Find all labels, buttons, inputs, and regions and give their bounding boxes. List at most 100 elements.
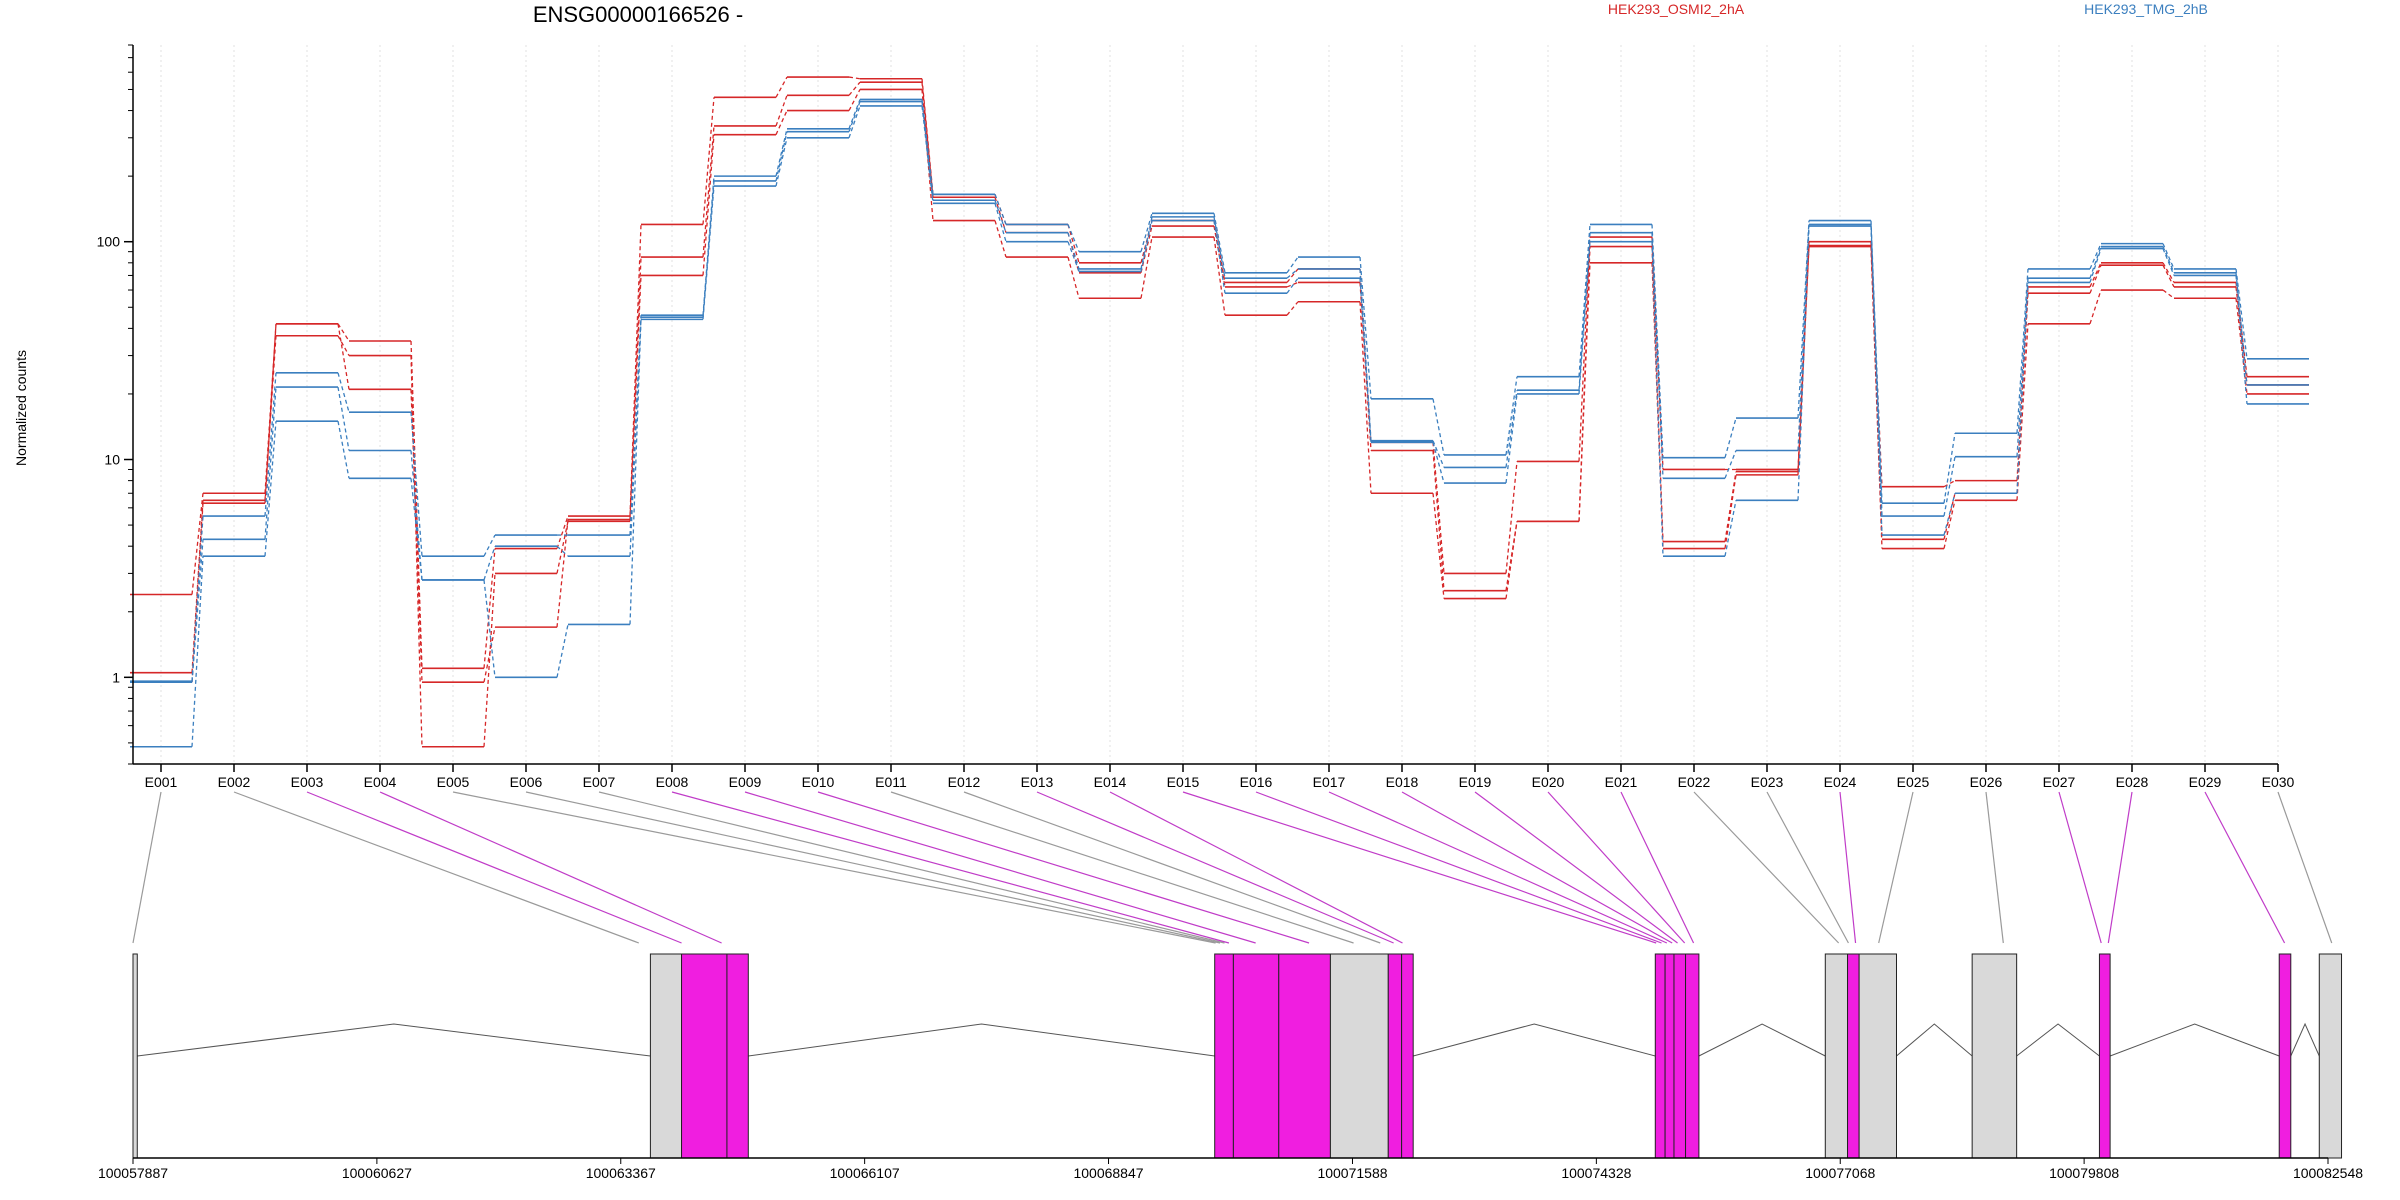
series-1-connector-e009 [775, 95, 788, 127]
link-e004 [379, 791, 722, 944]
series-5-connector-e014 [1140, 220, 1153, 272]
link-e030 [2277, 791, 2333, 944]
series-5-connector-e025 [1943, 493, 1956, 536]
series-0-connector-e028 [2162, 262, 2175, 283]
genomic-tick-label-100057887: 100057887 [98, 1165, 168, 1181]
series-0-connector-e011 [921, 78, 934, 195]
series-5-connector-e021 [1651, 241, 1664, 557]
link-e020 [1547, 791, 1686, 944]
x-tick-label-e030: E030 [2262, 774, 2295, 790]
link-e021 [1620, 791, 1695, 944]
x-tick-label-e002: E002 [218, 774, 251, 790]
exon-feature-13 [1673, 953, 1687, 1159]
intron-10 [1413, 1023, 1656, 1057]
series-0-connector-e004 [410, 340, 423, 669]
series-3-connector-e012 [994, 194, 1007, 225]
genomic-tick-label-100068847: 100068847 [1073, 1165, 1143, 1181]
genomic-tick-label-100063367: 100063367 [586, 1165, 656, 1181]
link-e018 [1401, 791, 1673, 944]
series-0-connector-e025 [1943, 480, 1956, 488]
intron-17 [1896, 1023, 1973, 1057]
x-tick-label-e009: E009 [729, 774, 762, 790]
link-e015 [1182, 791, 1657, 944]
link-e010 [817, 791, 1310, 944]
series-0-connector-e003 [337, 323, 350, 342]
series-3-connector-e009 [775, 128, 788, 177]
series-2-connector-e029 [2235, 298, 2248, 395]
link-e014 [1109, 791, 1403, 944]
genomic-tick-label-100077068: 100077068 [1805, 1165, 1875, 1181]
x-tick-label-e016: E016 [1240, 774, 1273, 790]
y-tick-label-10: 10 [104, 452, 120, 468]
exon-links [132, 791, 2333, 944]
series-1-connector-e017 [1359, 282, 1372, 451]
link-e013 [1036, 791, 1394, 944]
series-1-connector-e021 [1651, 246, 1664, 542]
series-4-connector-e016 [1286, 268, 1299, 279]
series-4-connector-e019 [1505, 390, 1518, 468]
series-4-connector-e003 [337, 386, 350, 451]
series-2-connector-e018 [1432, 493, 1445, 599]
intron-4 [748, 1023, 1215, 1057]
series-2-connector-e028 [2162, 289, 2175, 299]
series-3-connector-e017 [1359, 257, 1372, 399]
series-3-connector-e025 [1943, 433, 1956, 504]
intron-20 [2290, 1022, 2320, 1057]
series-0-connector-e009 [775, 76, 788, 98]
x-tick-label-e029: E029 [2189, 774, 2222, 790]
chart-title: ENSG00000166526 - [533, 2, 743, 27]
series-2-connector-e002 [264, 323, 277, 504]
series-3-connector-e029 [2235, 268, 2248, 359]
series-3-connector-e015 [1213, 213, 1226, 273]
series-1-connector-e029 [2235, 286, 2248, 386]
exon-feature-8 [1329, 953, 1389, 1159]
exon-feature-9 [1387, 953, 1403, 1159]
x-tick-label-e001: E001 [145, 774, 178, 790]
series-5-connector-e001 [191, 556, 204, 747]
series-3-connector-e002 [264, 372, 277, 517]
series-4-connector-e015 [1213, 216, 1226, 279]
series-4-connector-e001 [191, 539, 204, 683]
series-3-connector-e019 [1505, 376, 1518, 455]
series-0-connector-e027 [2089, 262, 2102, 288]
series-5-connector-e005 [483, 579, 496, 678]
x-tick-label-e015: E015 [1167, 774, 1200, 790]
intron-1 [137, 1023, 651, 1057]
series-0-connector-e006 [556, 515, 569, 549]
series-0-connector-e010 [848, 76, 861, 80]
series-1-connector-e014 [1140, 225, 1153, 273]
series-4-connector-e023 [1797, 224, 1810, 451]
series-2-connector-e008 [702, 134, 715, 276]
link-e012 [963, 791, 1381, 944]
x-tick-label-e020: E020 [1532, 774, 1565, 790]
series-4-connector-e020 [1578, 232, 1591, 391]
link-e003 [306, 791, 682, 944]
x-tick-label-e010: E010 [802, 774, 835, 790]
x-tick-label-e024: E024 [1824, 774, 1857, 790]
series-5-connector-e010 [848, 105, 861, 138]
x-tick-label-e007: E007 [583, 774, 616, 790]
series-2-connector-e015 [1213, 236, 1226, 316]
series-3-connector-e008 [702, 176, 715, 316]
series-0-connector-e026 [2016, 286, 2029, 481]
series-4-connector-e006 [556, 545, 569, 557]
series-4-connector-e021 [1651, 232, 1664, 479]
genomic-tick-label-100066107: 100066107 [830, 1165, 900, 1181]
exon-feature-6 [1232, 953, 1280, 1159]
link-e024 [1839, 791, 1857, 944]
series-2-connector-e025 [1943, 500, 1956, 549]
exon-feature-20 [2278, 953, 2292, 1159]
link-e008 [671, 791, 1230, 944]
intron-14 [1698, 1023, 1826, 1057]
axes: 1 10 100 E001 E002 E003 E004 E005 E006 E007 E008 E0… [97, 44, 2295, 790]
series-5-connector-e003 [337, 421, 350, 479]
series-4-connector-e013 [1067, 232, 1080, 270]
x-tick-label-e003: E003 [291, 774, 324, 790]
series-3-connector-e028 [2162, 243, 2175, 270]
series-1-connector-e027 [2089, 264, 2102, 294]
exon-feature-18 [1971, 953, 2018, 1159]
link-e028 [2107, 791, 2133, 944]
series-3-connector-e010 [848, 99, 861, 129]
link-e016 [1255, 791, 1662, 944]
genomic-tick-label-100060627: 100060627 [342, 1165, 412, 1181]
